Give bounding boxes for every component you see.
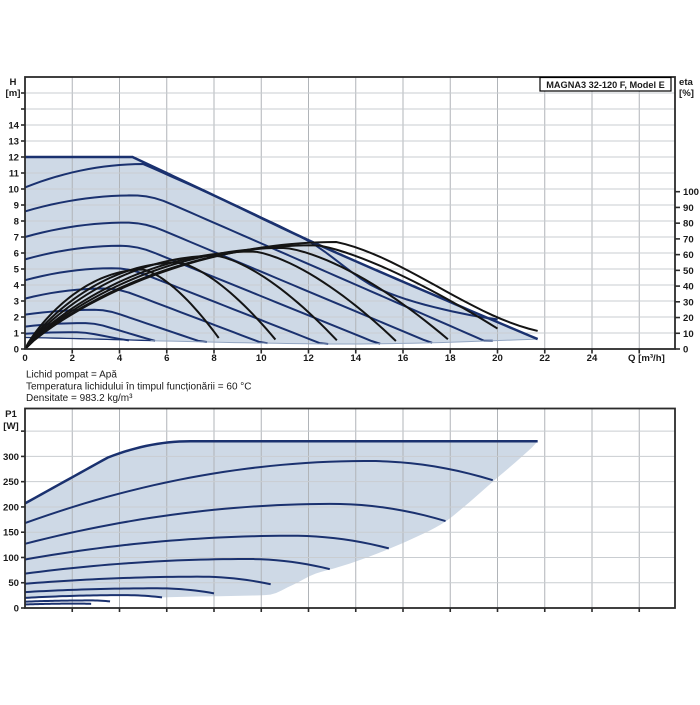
svg-text:40: 40 xyxy=(683,282,694,293)
svg-text:22: 22 xyxy=(539,353,550,364)
svg-text:12: 12 xyxy=(8,153,19,164)
svg-text:0: 0 xyxy=(22,353,27,364)
svg-text:eta: eta xyxy=(679,77,694,88)
svg-text:10: 10 xyxy=(8,185,19,196)
svg-text:9: 9 xyxy=(14,201,19,212)
svg-text:20: 20 xyxy=(683,313,694,324)
svg-text:2: 2 xyxy=(70,353,75,364)
svg-text:0: 0 xyxy=(14,604,19,615)
svg-text:[m]: [m] xyxy=(6,88,21,99)
svg-text:50: 50 xyxy=(8,578,19,589)
svg-text:6: 6 xyxy=(14,249,19,260)
svg-text:Temperatura lichidului în timp: Temperatura lichidului în timpul funcțio… xyxy=(26,382,252,393)
svg-text:20: 20 xyxy=(492,353,503,364)
svg-text:1: 1 xyxy=(14,329,20,340)
svg-text:0: 0 xyxy=(683,345,688,356)
svg-text:13: 13 xyxy=(8,137,19,148)
svg-text:50: 50 xyxy=(683,266,694,277)
svg-text:100: 100 xyxy=(683,187,699,198)
svg-text:2: 2 xyxy=(14,313,19,324)
svg-text:11: 11 xyxy=(9,169,20,180)
svg-text:H: H xyxy=(10,77,17,88)
svg-text:4: 4 xyxy=(117,353,123,364)
svg-text:300: 300 xyxy=(3,452,19,463)
svg-text:Lichid pompat = Apă: Lichid pompat = Apă xyxy=(26,370,117,381)
svg-text:3: 3 xyxy=(14,297,19,308)
svg-text:6: 6 xyxy=(164,353,169,364)
svg-text:12: 12 xyxy=(303,353,314,364)
svg-text:0: 0 xyxy=(14,345,19,356)
svg-text:150: 150 xyxy=(3,528,19,539)
svg-text:[%]: [%] xyxy=(679,88,694,99)
svg-text:7: 7 xyxy=(14,233,19,244)
svg-text:14: 14 xyxy=(8,121,19,132)
svg-text:90: 90 xyxy=(683,203,694,214)
svg-text:80: 80 xyxy=(683,219,694,230)
svg-text:14: 14 xyxy=(350,353,361,364)
svg-text:8: 8 xyxy=(14,217,20,228)
svg-text:5: 5 xyxy=(14,265,20,276)
svg-text:MAGNA3 32-120 F, Model E: MAGNA3 32-120 F, Model E xyxy=(546,80,664,90)
svg-text:Q [m³/h]: Q [m³/h] xyxy=(628,353,665,364)
svg-text:24: 24 xyxy=(587,353,598,364)
svg-text:16: 16 xyxy=(398,353,409,364)
svg-text:100: 100 xyxy=(3,553,19,564)
svg-text:18: 18 xyxy=(445,353,456,364)
svg-text:Densitate = 983.2 kg/m³: Densitate = 983.2 kg/m³ xyxy=(26,393,133,404)
svg-text:250: 250 xyxy=(3,477,19,488)
svg-text:60: 60 xyxy=(683,250,694,261)
svg-text:4: 4 xyxy=(14,281,20,292)
svg-text:10: 10 xyxy=(256,353,267,364)
svg-text:30: 30 xyxy=(683,297,694,308)
svg-text:P1: P1 xyxy=(5,409,17,420)
svg-text:8: 8 xyxy=(211,353,217,364)
svg-text:[W]: [W] xyxy=(3,421,18,432)
svg-text:200: 200 xyxy=(3,502,19,513)
svg-text:70: 70 xyxy=(683,234,694,245)
svg-text:10: 10 xyxy=(683,329,694,340)
